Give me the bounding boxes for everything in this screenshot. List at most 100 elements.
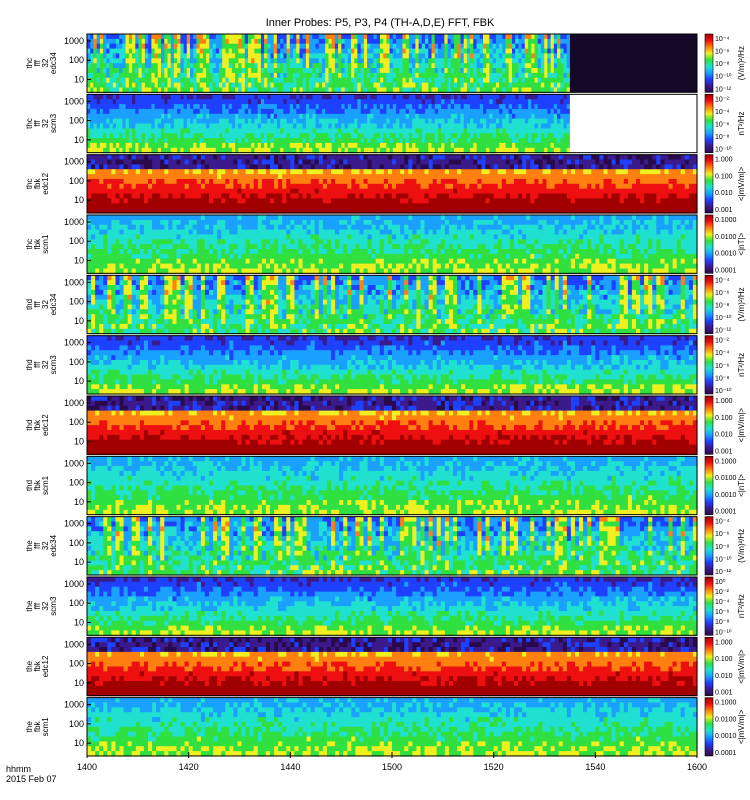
spectrogram-cell — [466, 68, 471, 74]
spectrogram-cell — [383, 94, 387, 100]
spectrogram-cell — [518, 77, 523, 84]
spectrogram-cell — [354, 82, 358, 89]
spectrogram-cell — [253, 188, 259, 195]
spectrogram-cell — [231, 63, 236, 69]
spectrogram-cell — [273, 77, 278, 84]
spectrogram-cell — [563, 58, 568, 64]
spectrogram-cell — [127, 169, 133, 175]
spectrogram-cell — [497, 179, 503, 185]
spectrogram-cell — [267, 82, 272, 89]
spectrogram-cell — [380, 133, 384, 139]
spectrogram-cell — [221, 159, 226, 165]
spectrogram-cell — [521, 63, 526, 69]
spectrogram-cell — [253, 193, 259, 199]
spectrogram-cell — [524, 72, 529, 79]
spectrogram-cell — [380, 138, 384, 144]
spectrogram-cell — [470, 38, 474, 45]
spectrogram-cell — [156, 188, 161, 195]
spectrogram-cell — [371, 198, 377, 204]
spectrogram-cell — [373, 133, 378, 139]
spectrogram-cell — [183, 123, 188, 129]
spectrogram-cell — [183, 108, 188, 115]
spectrogram-cell — [90, 72, 94, 79]
spectrogram-cell — [437, 34, 442, 40]
spectrogram-cell — [354, 123, 358, 129]
spectrogram-cell — [460, 104, 465, 110]
spectrogram-cell — [161, 113, 165, 120]
spectrogram-cell — [470, 53, 474, 59]
spectrogram-cell — [152, 198, 157, 204]
spectrogram-cell — [383, 179, 389, 185]
spectrogram-cell — [502, 82, 507, 89]
spectrogram-cell — [267, 133, 272, 139]
spectrogram-cell — [528, 147, 532, 154]
spectrogram-cell — [209, 183, 214, 190]
panel-label-line: 32 — [41, 118, 50, 127]
spectrogram-cell — [305, 77, 310, 84]
spectrogram-cell — [161, 87, 165, 93]
spectrogram-cell — [440, 188, 446, 195]
spectrogram-cell — [202, 147, 207, 154]
spectrogram-cell — [238, 43, 243, 50]
spectrogram-cell — [460, 142, 465, 149]
spectrogram-cell — [233, 208, 239, 214]
spectrogram-cell — [347, 108, 352, 115]
spectrogram-cell — [499, 133, 503, 139]
spectrogram-cell — [420, 193, 426, 199]
spectrogram-cell — [544, 113, 548, 120]
spectrogram-cell — [148, 128, 152, 134]
spectrogram-cell — [470, 63, 474, 69]
spectrogram-cell — [204, 169, 210, 175]
spectrogram-cell — [106, 104, 111, 110]
spectrogram-cell — [502, 128, 507, 134]
spectrogram-cell — [441, 77, 445, 84]
spectrogram-cell — [164, 133, 169, 139]
spectrogram-cell — [190, 68, 194, 74]
spectrogram-cell — [309, 123, 313, 129]
spectrogram-cells — [87, 34, 571, 93]
spectrogram-cell — [495, 82, 500, 89]
spectrogram-cell — [305, 48, 310, 55]
spectrogram-cell — [371, 208, 377, 214]
spectrogram-cell — [434, 53, 439, 59]
spectrogram-cell — [209, 48, 214, 55]
spectrogram-cell — [235, 77, 239, 84]
spectrogram-cell — [405, 138, 410, 144]
spectrogram-cell — [537, 53, 542, 59]
spectrogram-cell — [109, 87, 114, 93]
spectrogram-cell — [280, 118, 284, 125]
spectrogram-cell — [254, 63, 259, 69]
spectrogram-cell — [359, 203, 365, 209]
spectrogram-cell — [188, 154, 194, 161]
spectrogram-cell — [219, 147, 223, 154]
spectrogram-cell — [434, 63, 439, 69]
spectrogram-cell — [282, 179, 287, 185]
spectrogram-cell — [341, 38, 346, 45]
spectrogram-cell — [112, 43, 117, 50]
spectrogram-cell — [420, 208, 426, 214]
spectrogram-cell — [257, 72, 262, 79]
spectrogram-cell — [173, 63, 178, 69]
spectrogram-cell — [156, 169, 161, 175]
spectrogram-cell — [283, 113, 288, 120]
spectrogram-cell — [222, 53, 226, 59]
spectrogram-cell — [434, 118, 439, 125]
spectrogram-cell — [415, 53, 420, 59]
spectrogram-cell — [351, 208, 356, 214]
spectrogram-cell — [338, 118, 342, 125]
spectrogram-cell — [387, 188, 393, 195]
spectrogram-cell — [526, 183, 531, 190]
spectrogram-cell — [273, 87, 278, 93]
spectrogram-cell — [248, 108, 252, 115]
spectrogram-cell — [339, 193, 344, 199]
spectrogram-cell — [441, 38, 445, 45]
spectrogram-cell — [338, 63, 342, 69]
spectrogram-cell — [238, 63, 243, 69]
spectrogram-cell — [396, 154, 401, 161]
spectrogram-cell — [386, 108, 391, 115]
spectrogram-cell — [355, 159, 361, 165]
spectrogram-cell — [540, 142, 545, 149]
spectrogram-cell — [434, 72, 439, 79]
spectrogram-cell — [318, 53, 323, 59]
spectrogram-cell — [534, 82, 539, 89]
